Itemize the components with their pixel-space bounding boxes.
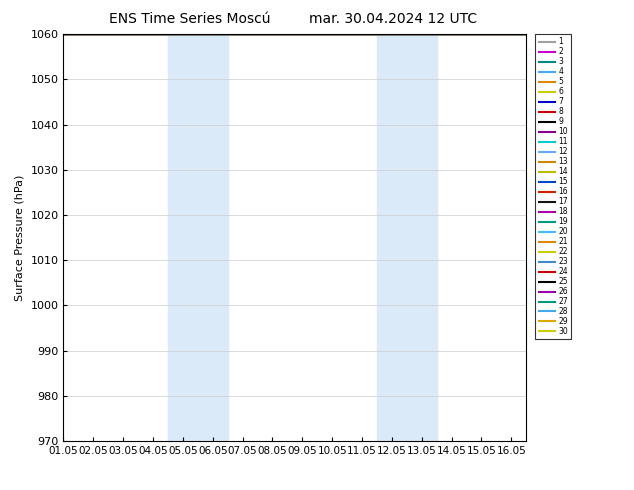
Text: mar. 30.04.2024 12 UTC: mar. 30.04.2024 12 UTC <box>309 12 477 26</box>
Y-axis label: Surface Pressure (hPa): Surface Pressure (hPa) <box>15 174 25 301</box>
Text: ENS Time Series Moscú: ENS Time Series Moscú <box>110 12 271 26</box>
Bar <box>168 34 228 441</box>
Legend: 1, 2, 3, 4, 5, 6, 7, 8, 9, 10, 11, 12, 13, 14, 15, 16, 17, 18, 19, 20, 21, 22, 2: 1, 2, 3, 4, 5, 6, 7, 8, 9, 10, 11, 12, 1… <box>536 34 571 339</box>
Bar <box>377 34 437 441</box>
